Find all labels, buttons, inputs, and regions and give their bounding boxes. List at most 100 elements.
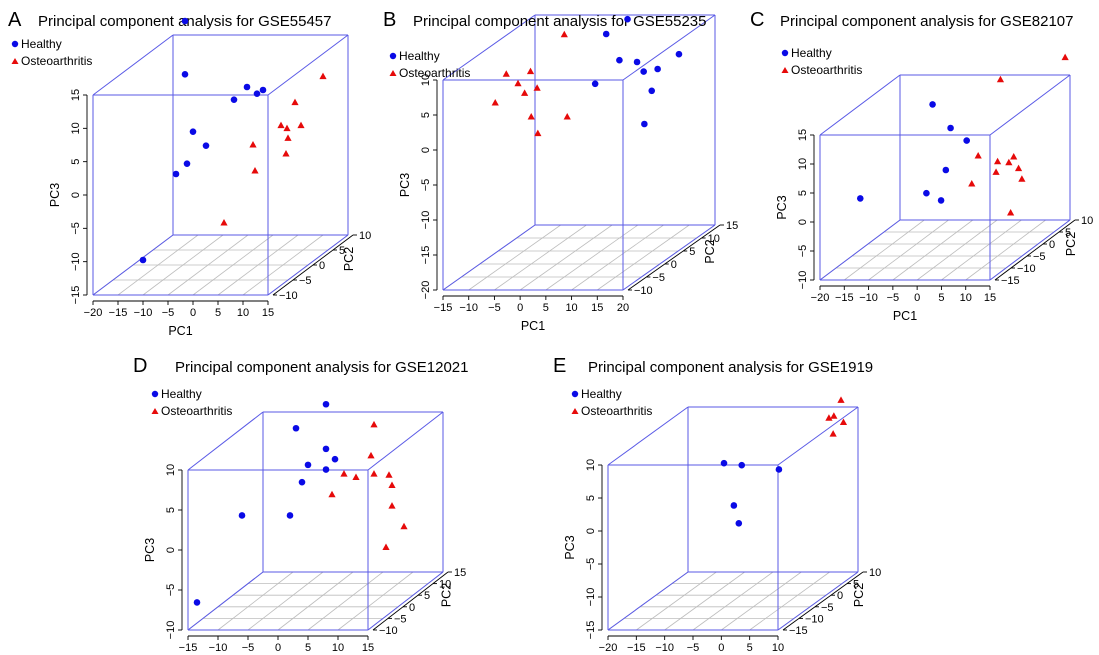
x-axis-label: PC1 xyxy=(521,319,545,333)
floor-grid-line xyxy=(844,219,925,281)
osteoarthritis-point xyxy=(370,470,378,477)
healthy-point xyxy=(616,56,623,64)
healthy-point xyxy=(720,459,728,467)
z-axis-label: PC3 xyxy=(143,538,157,562)
y-tick-label: 5 xyxy=(339,245,345,257)
z-axis-label: PC3 xyxy=(48,183,62,207)
y-tick-label: −10 xyxy=(279,290,298,302)
panel-c: −20 −15 −10 −5 0 5 10 15−10−5051015−15−10−50510… xyxy=(750,9,1093,323)
box-edge xyxy=(92,34,174,96)
z-tick-label: −5 xyxy=(420,179,432,192)
y-axis-label: PC2 xyxy=(342,247,356,271)
legend-osteoarthritis-marker xyxy=(151,408,159,414)
healthy-point xyxy=(641,120,648,128)
x-tick-label: 10 xyxy=(960,292,972,304)
z-tick-label: 10 xyxy=(797,158,809,170)
x-tick-label: 15 xyxy=(591,302,603,314)
legend-osteoarthritis-marker xyxy=(389,70,397,76)
legend-osteoarthritis-label: Osteoarthritis xyxy=(399,66,470,80)
z-tick-label: −10 xyxy=(70,252,82,271)
y-axis-label: PC2 xyxy=(440,583,454,607)
y-axis-label: PC2 xyxy=(852,583,866,607)
box-edge xyxy=(622,14,716,81)
healthy-point xyxy=(253,90,261,97)
floor-grid-line xyxy=(597,224,690,291)
healthy-point xyxy=(648,87,656,95)
z-tick-label: −15 xyxy=(70,286,82,305)
y-tick-label: 5 xyxy=(689,246,695,258)
osteoarthritis-point xyxy=(249,141,257,148)
z-tick-label: −5 xyxy=(797,245,809,258)
z-tick-label: 10 xyxy=(420,74,432,86)
z-tick-label: 10 xyxy=(70,122,82,134)
healthy-point xyxy=(181,71,189,78)
panel-title: Principal component analysis for GSE5523… xyxy=(413,13,707,30)
x-tick-label: −10 xyxy=(859,292,878,304)
x-tick-label: 10 xyxy=(237,307,249,319)
y-tick-label: 10 xyxy=(439,579,451,591)
z-tick-label: 5 xyxy=(585,495,597,501)
y-tick-label: 0 xyxy=(671,259,677,271)
osteoarthritis-point xyxy=(1007,209,1015,216)
healthy-point xyxy=(181,17,189,25)
healthy-point xyxy=(735,520,743,527)
z-tick-label: −15 xyxy=(585,621,597,640)
x-tick-label: −10 xyxy=(655,642,674,654)
osteoarthritis-point xyxy=(291,98,299,106)
healthy-point xyxy=(183,160,191,167)
x-tick-label: 0 xyxy=(517,302,523,314)
box-edge xyxy=(989,219,1071,281)
x-tick-label: −5 xyxy=(687,642,700,654)
x-tick-label: 15 xyxy=(362,642,374,654)
healthy-point xyxy=(675,50,683,58)
healthy-point xyxy=(633,58,641,66)
osteoarthritis-point xyxy=(1010,153,1018,160)
osteoarthritis-point xyxy=(388,502,396,509)
healthy-point xyxy=(322,400,330,408)
osteoarthritis-point xyxy=(825,414,833,421)
y-tick-label: 5 xyxy=(853,579,859,591)
panel-title: Principal component analysis for GSE1202… xyxy=(175,359,469,376)
floor-grid-line xyxy=(664,571,745,631)
box-edge xyxy=(607,571,689,631)
osteoarthritis-point xyxy=(220,219,228,226)
legend-healthy-label: Healthy xyxy=(399,49,440,63)
x-tick-label: −15 xyxy=(434,302,453,314)
x-axis-label: PC1 xyxy=(168,324,192,338)
x-tick-label: −5 xyxy=(162,307,175,319)
panel-letter: E xyxy=(553,355,566,377)
y-axis-label: PC2 xyxy=(703,239,717,263)
panel-title: Principal component analysis for GSE1919 xyxy=(588,359,873,376)
z-axis-label: PC3 xyxy=(563,535,577,559)
y-tick-label: 0 xyxy=(837,590,843,602)
panel-letter: B xyxy=(383,9,396,31)
x-tick-label: 15 xyxy=(262,307,274,319)
floor-grid-line xyxy=(307,571,384,631)
floor-grid-line xyxy=(247,571,324,631)
x-tick-label: 5 xyxy=(305,642,311,654)
floor-grid-line xyxy=(277,571,354,631)
floor-grid-line xyxy=(636,571,717,631)
healthy-point xyxy=(259,86,267,94)
z-tick-label: 0 xyxy=(70,192,82,198)
box-edge xyxy=(92,234,174,296)
box-edge xyxy=(819,219,901,281)
floor-grid-line xyxy=(892,219,974,281)
healthy-point xyxy=(640,68,647,75)
y-tick-label: −5 xyxy=(299,275,312,287)
x-tick-label: −5 xyxy=(242,642,255,654)
osteoarthritis-point xyxy=(352,473,360,481)
x-tick-label: −10 xyxy=(459,302,478,314)
osteoarthritis-point xyxy=(534,129,542,137)
osteoarthritis-point xyxy=(1061,53,1069,61)
box-edge xyxy=(187,571,264,631)
panel-title: Principal component analysis for GSE8210… xyxy=(780,13,1074,30)
y-tick-label: −10 xyxy=(379,625,398,637)
healthy-point xyxy=(286,512,294,519)
floor-grid-line xyxy=(217,571,294,631)
healthy-point xyxy=(738,461,746,469)
y-tick-label: 5 xyxy=(424,590,430,602)
osteoarthritis-point xyxy=(1018,175,1026,182)
y-tick-label: 10 xyxy=(708,233,720,245)
osteoarthritis-point xyxy=(340,470,348,477)
